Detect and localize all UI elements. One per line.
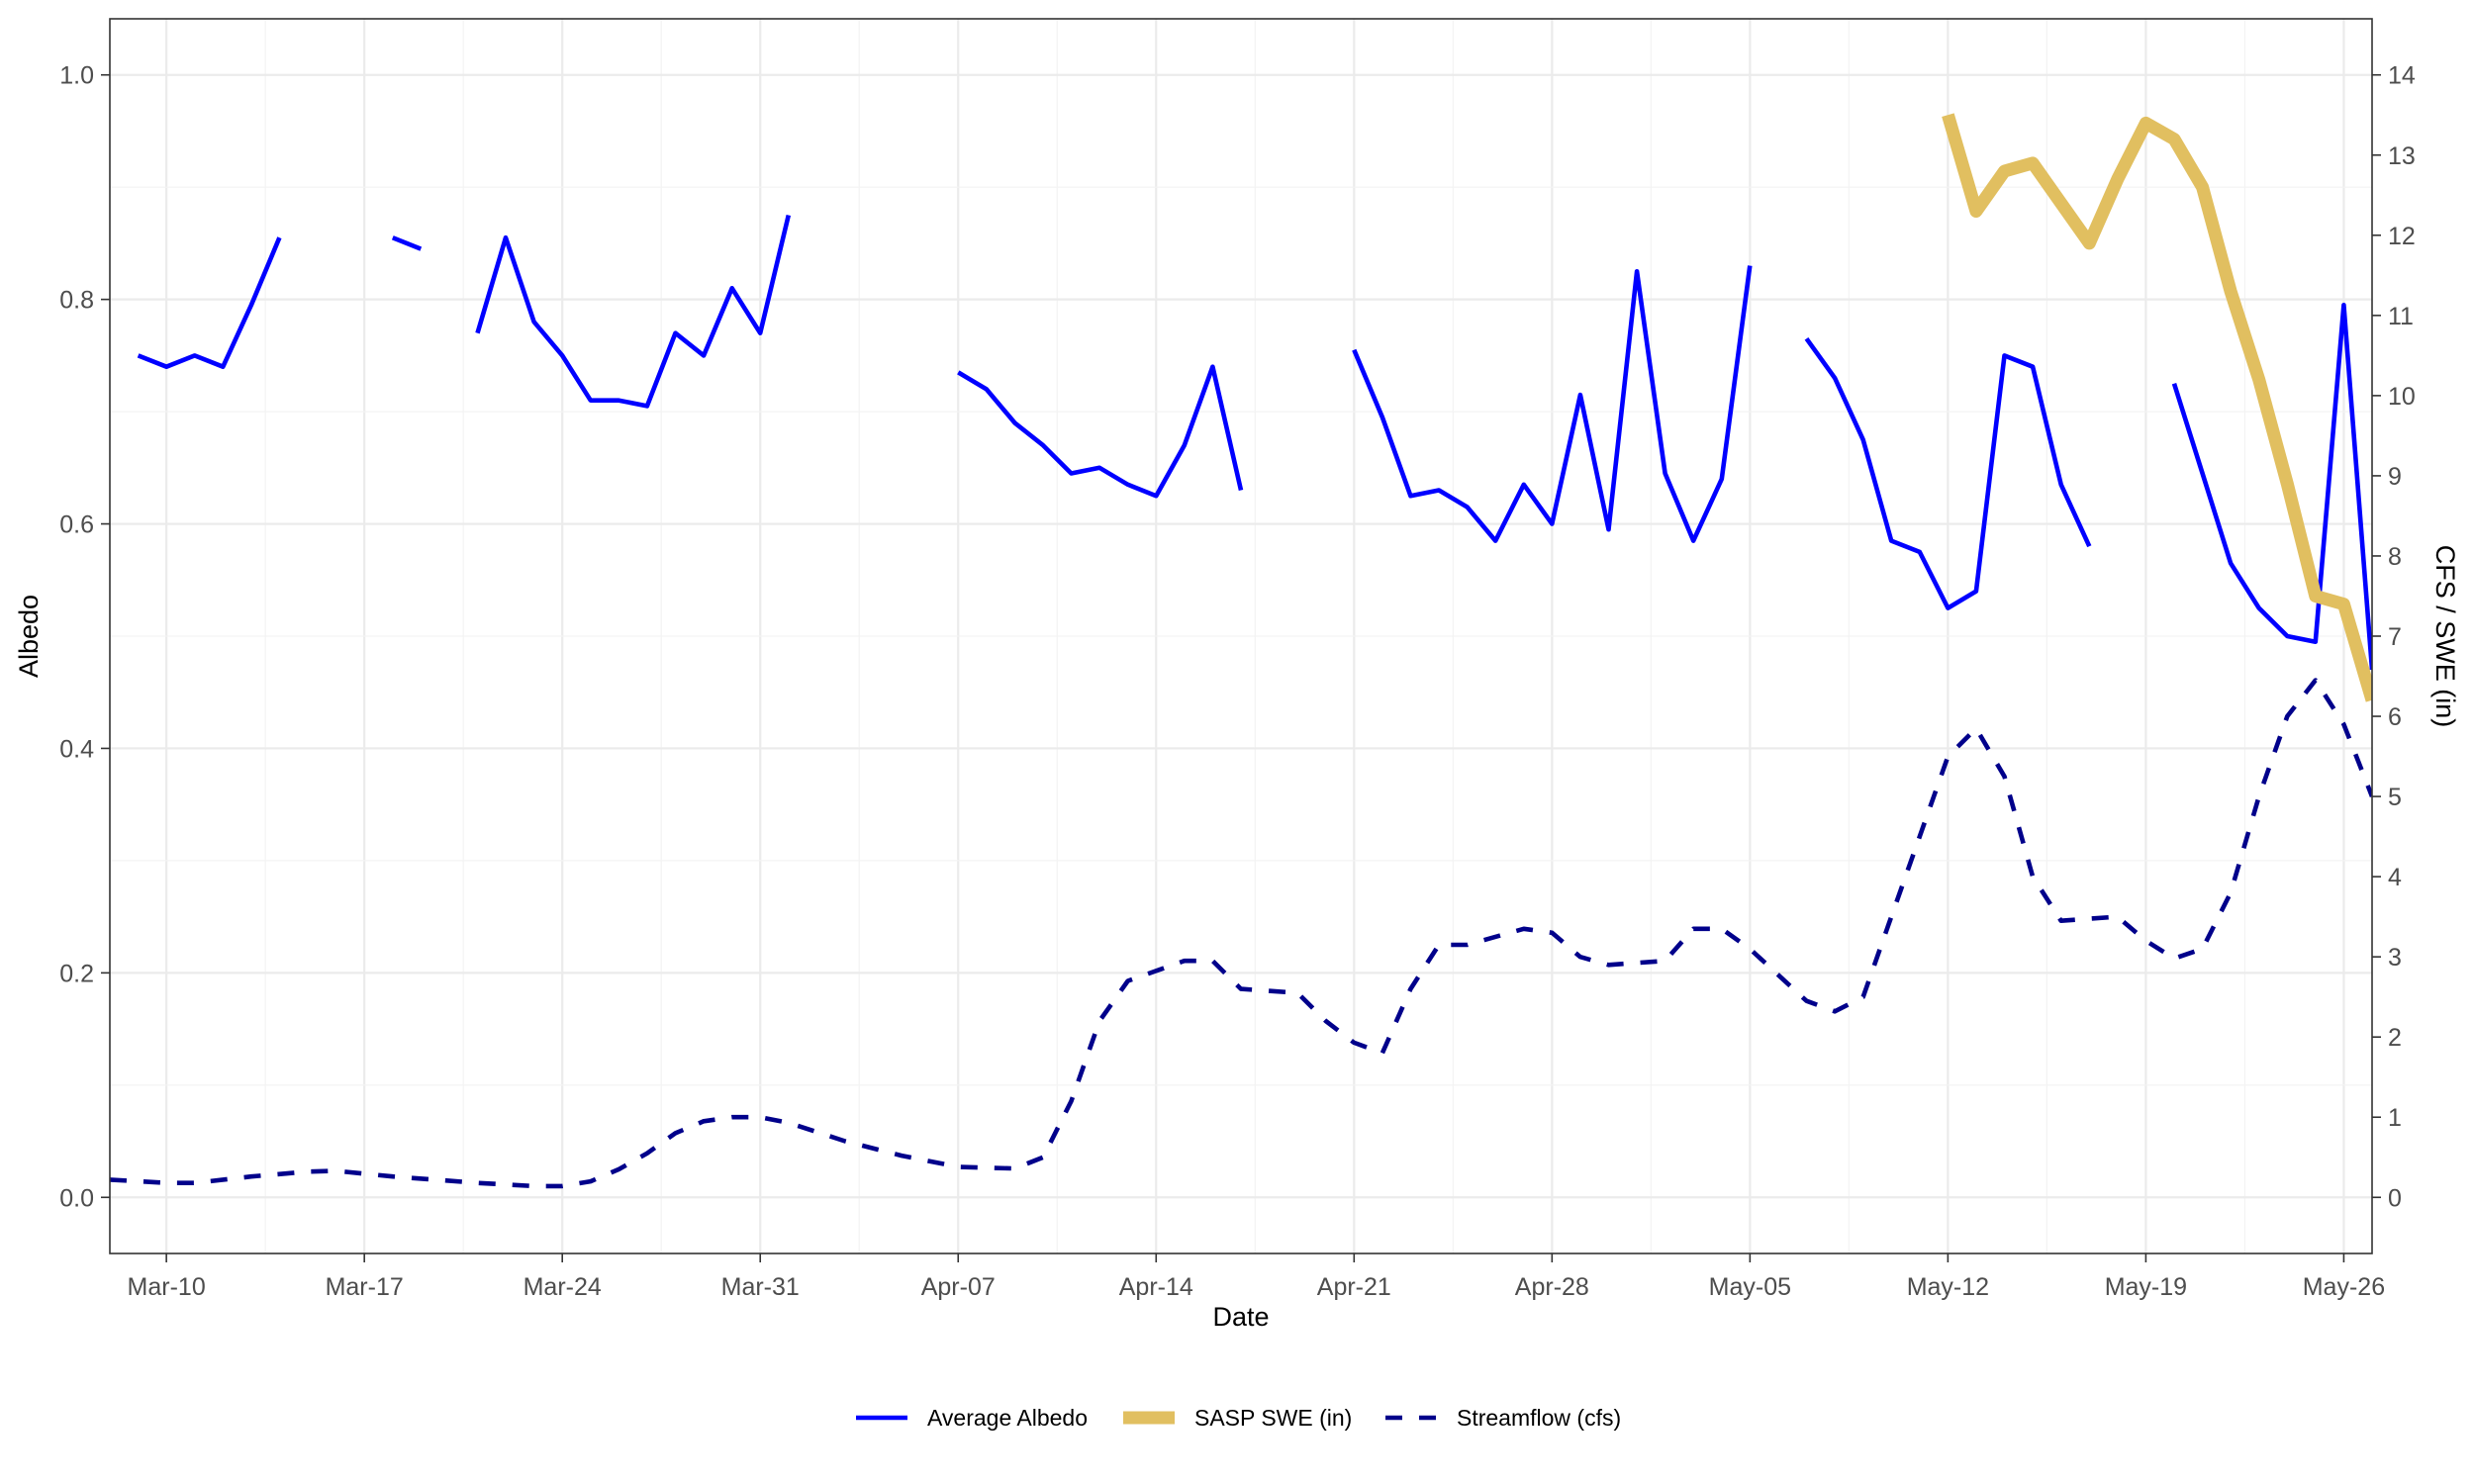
x-tick-label: Apr-21 xyxy=(1317,1273,1391,1301)
y-left-tick-label: 0.0 xyxy=(59,1184,94,1212)
swe-series xyxy=(1942,113,2372,702)
y-right-tick-label: 13 xyxy=(2388,142,2416,170)
y-right-tick-label: 12 xyxy=(2388,223,2416,250)
x-tick-label: Mar-17 xyxy=(326,1273,404,1301)
axes: Mar-10 Mar-17 Mar-24 Mar-31 Apr-07 Apr-14 Apr-… xyxy=(59,62,2416,1301)
x-axis-title: Date xyxy=(1212,1302,1269,1332)
y-right-tick-label: 11 xyxy=(2388,303,2414,330)
y-right-tick-label: 4 xyxy=(2388,864,2402,891)
y-right-tick-label: 9 xyxy=(2388,463,2402,491)
y-right-tick-label: 3 xyxy=(2388,944,2402,972)
y-left-tick-label: 0.4 xyxy=(59,735,94,763)
x-tick-label: May-05 xyxy=(1709,1273,1791,1301)
x-tick-label: Mar-24 xyxy=(523,1273,602,1301)
legend-albedo-label: Average Albedo xyxy=(927,1405,1088,1431)
x-tick-label: Mar-10 xyxy=(128,1273,206,1301)
albedo-line-segment xyxy=(2171,302,2372,671)
x-tick-label: May-19 xyxy=(2105,1273,2187,1301)
x-tick-label: Mar-31 xyxy=(721,1273,800,1301)
y-right-tick-label: 0 xyxy=(2388,1184,2402,1212)
y-right-tick-label: 10 xyxy=(2388,383,2416,411)
albedo-line-segment xyxy=(137,236,282,370)
y-left-tick-label: 0.6 xyxy=(59,511,94,539)
streamflow-line-segment xyxy=(110,678,2372,1189)
gridlines xyxy=(110,19,2372,1253)
y-left-tick-label: 1.0 xyxy=(59,62,94,90)
legend-swe-label: SASP SWE (in) xyxy=(1194,1405,1352,1431)
y-left-tick-label: 0.2 xyxy=(59,960,94,987)
albedo-line-segment xyxy=(475,214,792,409)
streamflow-series xyxy=(110,678,2372,1189)
y-right-tick-label: 6 xyxy=(2388,703,2402,731)
x-tick-label: Apr-14 xyxy=(1119,1273,1193,1301)
legend-streamflow-label: Streamflow (cfs) xyxy=(1457,1405,1621,1431)
swe-line-segment xyxy=(1942,113,2372,702)
x-tick-label: Apr-28 xyxy=(1515,1273,1589,1301)
y-right-tick-label: 14 xyxy=(2388,62,2416,90)
y-right-tick-label: 7 xyxy=(2388,623,2402,651)
albedo-line-segment xyxy=(1352,265,1753,543)
y-axis-left-title: Albedo xyxy=(14,595,44,678)
legend: Average Albedo SASP SWE (in) Streamflow (c… xyxy=(856,1405,1621,1431)
x-tick-label: May-26 xyxy=(2303,1273,2385,1301)
y-left-tick-label: 0.8 xyxy=(59,287,94,315)
y-axis-right-title: CFS / SWE (in) xyxy=(2430,545,2460,728)
albedo-line-segment xyxy=(957,364,1244,499)
albedo-line-segment xyxy=(391,235,423,251)
y-right-tick-label: 5 xyxy=(2388,784,2402,811)
y-right-tick-label: 8 xyxy=(2388,543,2402,571)
albedo-line-segment xyxy=(1804,336,2092,610)
x-tick-label: May-12 xyxy=(1907,1273,1989,1301)
x-tick-label: Apr-07 xyxy=(921,1273,996,1301)
y-right-tick-label: 2 xyxy=(2388,1024,2402,1052)
y-right-tick-label: 1 xyxy=(2388,1104,2402,1132)
albedo-series xyxy=(137,214,2372,671)
